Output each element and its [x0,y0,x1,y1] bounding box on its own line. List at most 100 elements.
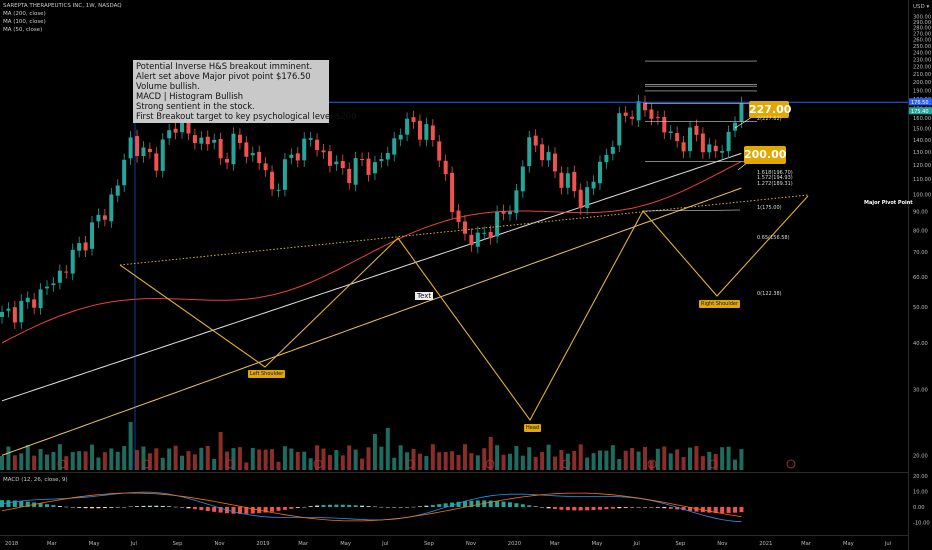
volume-bar [430,444,435,470]
target-label-200[interactable]: 200.00 [744,146,786,164]
volume-bar [694,446,699,470]
candle-body [450,172,455,213]
candle-body [739,103,744,122]
candle-body [141,147,146,156]
macd-histogram-bar [643,507,647,508]
candle-body [315,139,320,151]
y-tick-label: 20.00 [913,453,928,459]
candle-body [276,189,281,191]
x-tick-label: Sep [424,541,434,547]
volume-bar [443,451,448,470]
candle-body [424,124,429,140]
volume-bar [347,445,352,470]
volume-bar [6,446,11,470]
y-tick-label: 280.00 [913,25,931,31]
volume-bar [212,458,217,470]
volume-bar [115,451,120,470]
volume-bar [398,445,403,470]
candle-body [160,139,165,171]
macd-histogram-bar [475,500,480,507]
candle-body [250,153,255,156]
left-shoulder-label[interactable]: Left Shoulder [248,370,286,378]
current-price-tag [909,107,932,115]
candle-body [70,249,75,274]
text-label[interactable]: Text [415,292,434,300]
candle-body [57,270,62,283]
volume-bar [180,455,185,470]
macd-histogram-bar [276,507,281,511]
macd-histogram-bar [180,507,185,508]
macd-histogram-bar [636,507,641,508]
candle-body [514,190,519,214]
macd-histogram-bar [726,507,731,513]
volume-bar [392,457,397,470]
candle-body [90,222,95,249]
fib-2-label: 2(227.62) [757,116,782,122]
macd-histogram-bar [720,507,725,514]
macd-signal-line [1,492,742,522]
candle-body [533,135,538,146]
macd-tick-label: -10.00 [913,521,930,527]
y-tick-label: 130.00 [913,150,931,156]
candle-body [38,289,43,309]
macd-histogram-bar [102,507,107,509]
macd-histogram-bar [115,507,120,508]
event-marker [561,459,571,469]
x-tick-label: Mar [801,541,812,547]
volume-bar [372,434,377,470]
candle-body [64,271,69,273]
volume-bar [585,457,590,470]
volume-bar [507,453,512,470]
pivot-price-text: 176.50 [911,100,929,106]
macd-histogram-bar [263,507,268,513]
fib-1572-label: 1.572(194.93) [757,175,793,181]
macd-histogram-bar [167,506,172,507]
candle-body [218,138,223,159]
candle-body [379,158,384,162]
volume-bar [205,445,210,470]
candle-body [321,150,326,153]
x-tick-label: Mar [298,541,309,547]
volume-bar [733,459,738,470]
volume-bar [360,458,365,470]
macd-histogram-bar [501,501,506,507]
candle-body [681,142,686,152]
candle-body [51,283,56,286]
candle-body [552,153,557,172]
macd-histogram-bar [154,505,159,507]
volume-bar [488,437,493,470]
candle-body [231,133,236,165]
volume-bar [475,455,480,470]
macd-histogram-bar [173,506,178,508]
candle-body [617,113,622,146]
y-tick-label: 230.00 [913,57,931,63]
y-tick-label: 250.00 [913,44,931,50]
y-tick-label: 220.00 [913,65,931,71]
volume-bar [649,460,654,470]
macd-histogram-bar [192,507,197,510]
hs-pattern-line [119,195,809,422]
current-price-text: 175.40 [911,109,929,115]
macd-histogram-bar [450,502,455,507]
head-label[interactable]: Head [524,424,542,432]
candle-body [462,221,467,234]
volume-bar [520,455,525,470]
x-tick-label: Mar [550,541,561,547]
candle-body [257,151,262,164]
volume-bar [662,446,667,470]
macd-histogram-bar [533,506,538,507]
volume-bar [655,448,660,470]
target-label-227[interactable]: 227.00 [749,101,792,118]
candle-body [662,117,667,133]
analysis-note[interactable]: Potential Inverse H&S breakout imminent.… [133,60,356,123]
macd-histogram-bar [655,507,660,508]
candle-body [32,299,37,308]
volume-bar [154,448,159,470]
candle-body [694,125,699,135]
candle-body [308,138,313,140]
volume-bar [610,445,615,470]
candle-body [0,312,4,317]
right-shoulder-label[interactable]: Right Shoulder [699,300,741,308]
macd-histogram-bar [128,506,133,508]
macd-histogram-bar [572,507,577,511]
